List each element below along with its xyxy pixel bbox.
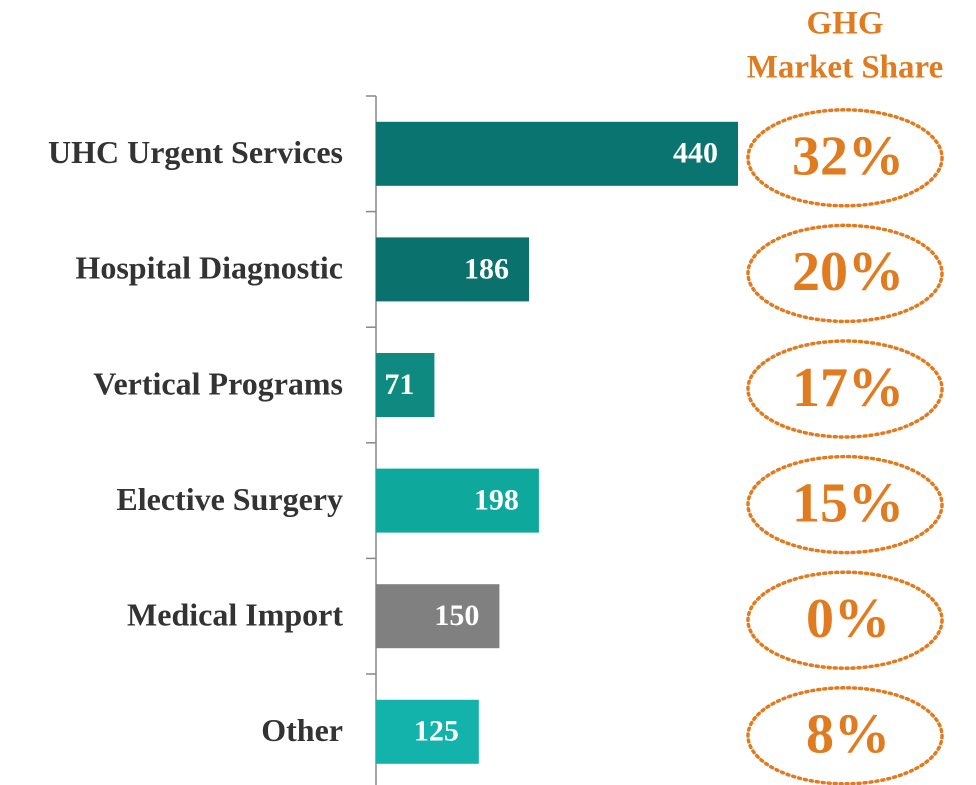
value-label: 198	[474, 483, 519, 516]
market-share-ellipse	[746, 223, 944, 324]
value-label: 125	[414, 715, 459, 748]
market-share-ellipse	[746, 339, 944, 439]
bar	[376, 121, 738, 186]
bar	[376, 468, 539, 533]
market-share-ellipse	[746, 686, 944, 785]
category-label: Other	[261, 712, 343, 748]
category-label: Elective Surgery	[116, 481, 343, 517]
market-share-title: Market Share	[747, 50, 943, 86]
bar	[376, 237, 530, 302]
value-label: 440	[673, 137, 718, 170]
market-share-label: 32%	[792, 126, 904, 188]
value-label: 150	[434, 599, 479, 632]
bar	[376, 584, 500, 649]
market-share-ellipse	[746, 570, 944, 670]
market-share-label: 0%	[806, 588, 890, 650]
category-label: UHC Urgent Services	[48, 134, 343, 170]
market-share-label: 15%	[792, 472, 904, 534]
market-share-label: 20%	[792, 241, 904, 303]
value-label: 71	[384, 368, 414, 401]
category-label: Vertical Programs	[93, 365, 343, 401]
bar	[376, 353, 435, 417]
market-share-label: 8%	[806, 704, 890, 766]
category-label: Hospital Diagnostic	[75, 250, 343, 286]
market-share-label: 17%	[792, 357, 904, 419]
market-share-ellipse	[746, 108, 944, 208]
value-label: 186	[464, 252, 509, 285]
bar	[376, 699, 479, 764]
market-share-ellipse	[746, 454, 944, 555]
market-share-title: GHG	[806, 6, 883, 42]
category-label: Medical Import	[127, 597, 343, 633]
